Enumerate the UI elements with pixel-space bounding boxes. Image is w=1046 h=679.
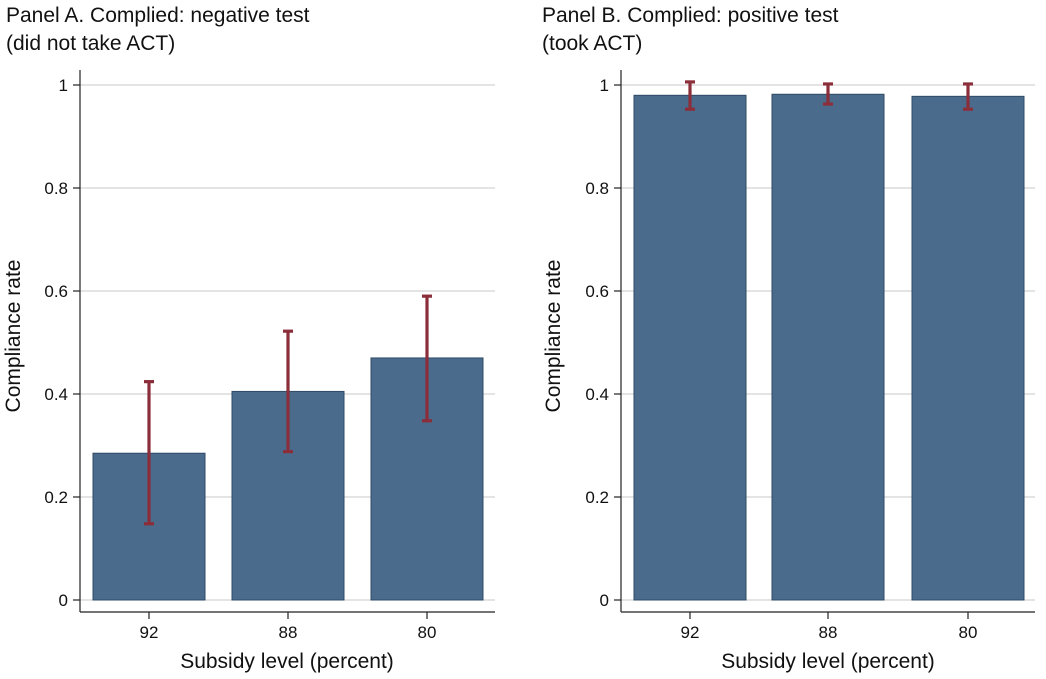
panel-b-bar-92 [633,94,747,601]
panel-a-error-bar-92 [144,380,154,526]
panel-a-y-tick-label: 0.2 [44,488,68,507]
panel-a-error-bar-80 [422,294,432,423]
panel-b-y-tick-label: 0.2 [585,488,609,507]
panel-b-x-tick-label-88: 88 [819,623,838,642]
panel-b-x-tick-label-80: 80 [959,623,978,642]
panel-b-error-bar-88 [823,82,833,106]
panel-b: Panel B. Complied: positive test (took A… [542,4,1035,673]
panel-b-plot-area: 0 0.2 0.4 0.6 0.8 1 92 88 80 [585,70,1035,642]
panel-b-y-tick-label: 1 [600,76,609,95]
panel-a-error-bar-88 [283,329,293,454]
panel-a-subtitle: (did not take ACT) [6,32,175,55]
panel-a-y-tick-label: 0.8 [44,179,68,198]
panel-b-y-tick-label: 0 [600,591,609,610]
panel-b-error-bar-92 [685,80,695,111]
panel-b-x-tick-label-92: 92 [681,623,700,642]
panel-a-y-tick-label: 0.4 [44,385,68,404]
panel-b-y-axis-label: Compliance rate [542,260,565,413]
panel-b-y-tick-label: 0.6 [585,282,609,301]
panel-a-x-tick-label-80: 80 [418,623,437,642]
panel-a-y-tick-label: 0.6 [44,282,68,301]
panel-a-title: Panel A. Complied: negative test [6,4,310,27]
panel-b-y-tick-label: 0.4 [585,385,609,404]
panel-b-error-bar-80 [963,82,973,111]
panel-a-plot-area: 0 0.2 0.4 0.6 0.8 1 92 88 80 [44,70,495,642]
panel-b-x-axis-label: Subsidy level (percent) [721,650,935,673]
panel-a-y-axis-label: Compliance rate [2,260,25,413]
panel-b-subtitle: (took ACT) [542,32,642,55]
panel-a-x-tick-label-88: 88 [279,623,298,642]
panel-b-title: Panel B. Complied: positive test [542,4,839,27]
panel-b-y-tick-label: 0.8 [585,179,609,198]
panel-a-x-axis-label: Subsidy level (percent) [180,650,394,673]
panel-a-y-tick-label: 1 [59,76,68,95]
panel-a: Panel A. Complied: negative test (did no… [2,4,495,673]
panel-a-x-tick-label-92: 92 [140,623,159,642]
panel-a-y-tick-label: 0 [59,591,68,610]
panel-b-bar-80 [911,95,1025,601]
panel-b-bar-88 [771,93,885,601]
